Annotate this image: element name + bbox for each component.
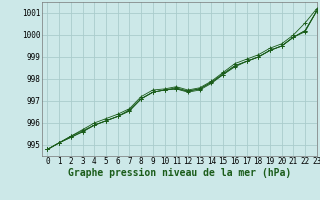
X-axis label: Graphe pression niveau de la mer (hPa): Graphe pression niveau de la mer (hPa) [68, 168, 291, 178]
